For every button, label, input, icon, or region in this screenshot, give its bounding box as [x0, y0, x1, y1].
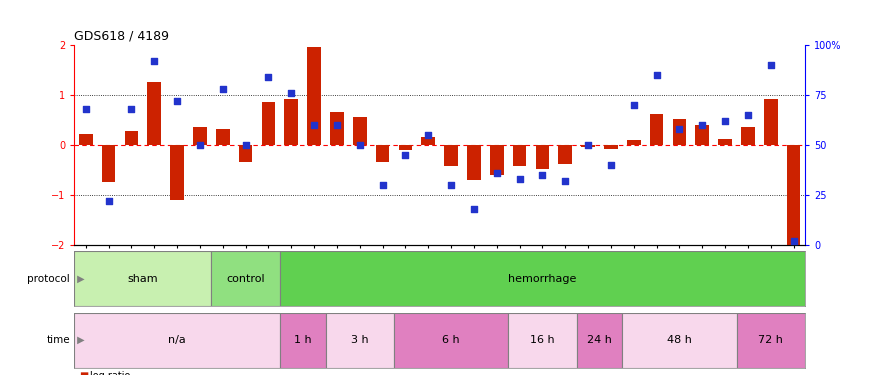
Bar	[741, 128, 755, 145]
Point	[696, 122, 710, 128]
FancyBboxPatch shape	[508, 313, 577, 368]
FancyBboxPatch shape	[577, 313, 622, 368]
FancyBboxPatch shape	[212, 251, 280, 306]
Text: ▶: ▶	[74, 274, 84, 284]
Bar	[262, 102, 276, 145]
Bar	[330, 112, 344, 145]
Point	[490, 170, 504, 176]
Point	[421, 132, 435, 138]
Bar	[422, 138, 435, 145]
Point	[764, 62, 778, 68]
Point	[513, 176, 527, 182]
FancyBboxPatch shape	[737, 313, 805, 368]
Point	[79, 106, 93, 112]
Point	[170, 98, 184, 104]
Bar	[79, 134, 93, 145]
Point	[558, 178, 572, 184]
Bar	[216, 129, 229, 145]
Text: 72 h: 72 h	[759, 335, 783, 345]
Bar	[536, 145, 550, 169]
Bar	[193, 128, 206, 145]
Text: hemorrhage: hemorrhage	[508, 274, 577, 284]
Point	[649, 72, 663, 78]
Bar	[764, 99, 778, 145]
Text: 6 h: 6 h	[442, 335, 460, 345]
Text: 24 h: 24 h	[587, 335, 612, 345]
Bar	[171, 145, 184, 200]
Text: ■: ■	[79, 371, 88, 375]
Point	[741, 112, 755, 118]
Bar	[375, 145, 389, 162]
Point	[626, 102, 640, 108]
Bar	[604, 145, 618, 149]
Point	[467, 206, 481, 212]
Point	[375, 182, 389, 188]
Bar	[353, 117, 367, 145]
FancyBboxPatch shape	[326, 313, 394, 368]
Text: log ratio: log ratio	[90, 371, 130, 375]
Bar	[284, 99, 298, 145]
Point	[444, 182, 458, 188]
Point	[581, 142, 595, 148]
Bar	[581, 145, 595, 147]
Text: 1 h: 1 h	[294, 335, 311, 345]
Point	[216, 86, 230, 92]
Bar	[718, 139, 732, 145]
Bar	[673, 119, 686, 145]
FancyBboxPatch shape	[622, 313, 737, 368]
Text: time: time	[46, 335, 70, 345]
Bar	[102, 145, 116, 183]
FancyBboxPatch shape	[74, 313, 280, 368]
Bar	[558, 145, 572, 164]
Point	[147, 58, 161, 64]
Bar	[307, 48, 321, 145]
Bar	[239, 145, 253, 162]
Point	[604, 162, 618, 168]
Text: GDS618 / 4189: GDS618 / 4189	[74, 30, 170, 42]
Text: n/a: n/a	[168, 335, 186, 345]
Text: ▶: ▶	[74, 335, 84, 345]
Point	[307, 122, 321, 128]
Bar	[399, 145, 412, 150]
Text: protocol: protocol	[27, 274, 70, 284]
Text: control: control	[227, 274, 265, 284]
Point	[672, 126, 686, 132]
Text: sham: sham	[128, 274, 158, 284]
FancyBboxPatch shape	[280, 251, 805, 306]
Point	[718, 118, 732, 124]
Point	[398, 152, 412, 158]
Point	[262, 74, 276, 80]
Point	[124, 106, 138, 112]
Bar	[467, 145, 480, 180]
Bar	[490, 145, 504, 175]
Bar	[513, 145, 527, 166]
Point	[193, 142, 207, 148]
Bar	[696, 125, 709, 145]
Point	[102, 198, 116, 204]
Point	[284, 90, 298, 96]
Point	[353, 142, 367, 148]
Point	[787, 238, 801, 244]
Text: 16 h: 16 h	[530, 335, 555, 345]
Bar	[626, 140, 640, 145]
Bar	[444, 145, 458, 166]
FancyBboxPatch shape	[74, 251, 212, 306]
Point	[330, 122, 344, 128]
Text: 48 h: 48 h	[667, 335, 692, 345]
Bar	[124, 132, 138, 145]
Text: 3 h: 3 h	[351, 335, 368, 345]
Point	[536, 172, 550, 178]
Bar	[147, 82, 161, 145]
FancyBboxPatch shape	[280, 313, 326, 368]
FancyBboxPatch shape	[394, 313, 508, 368]
Bar	[787, 145, 801, 245]
Point	[239, 142, 253, 148]
Bar	[650, 114, 663, 145]
